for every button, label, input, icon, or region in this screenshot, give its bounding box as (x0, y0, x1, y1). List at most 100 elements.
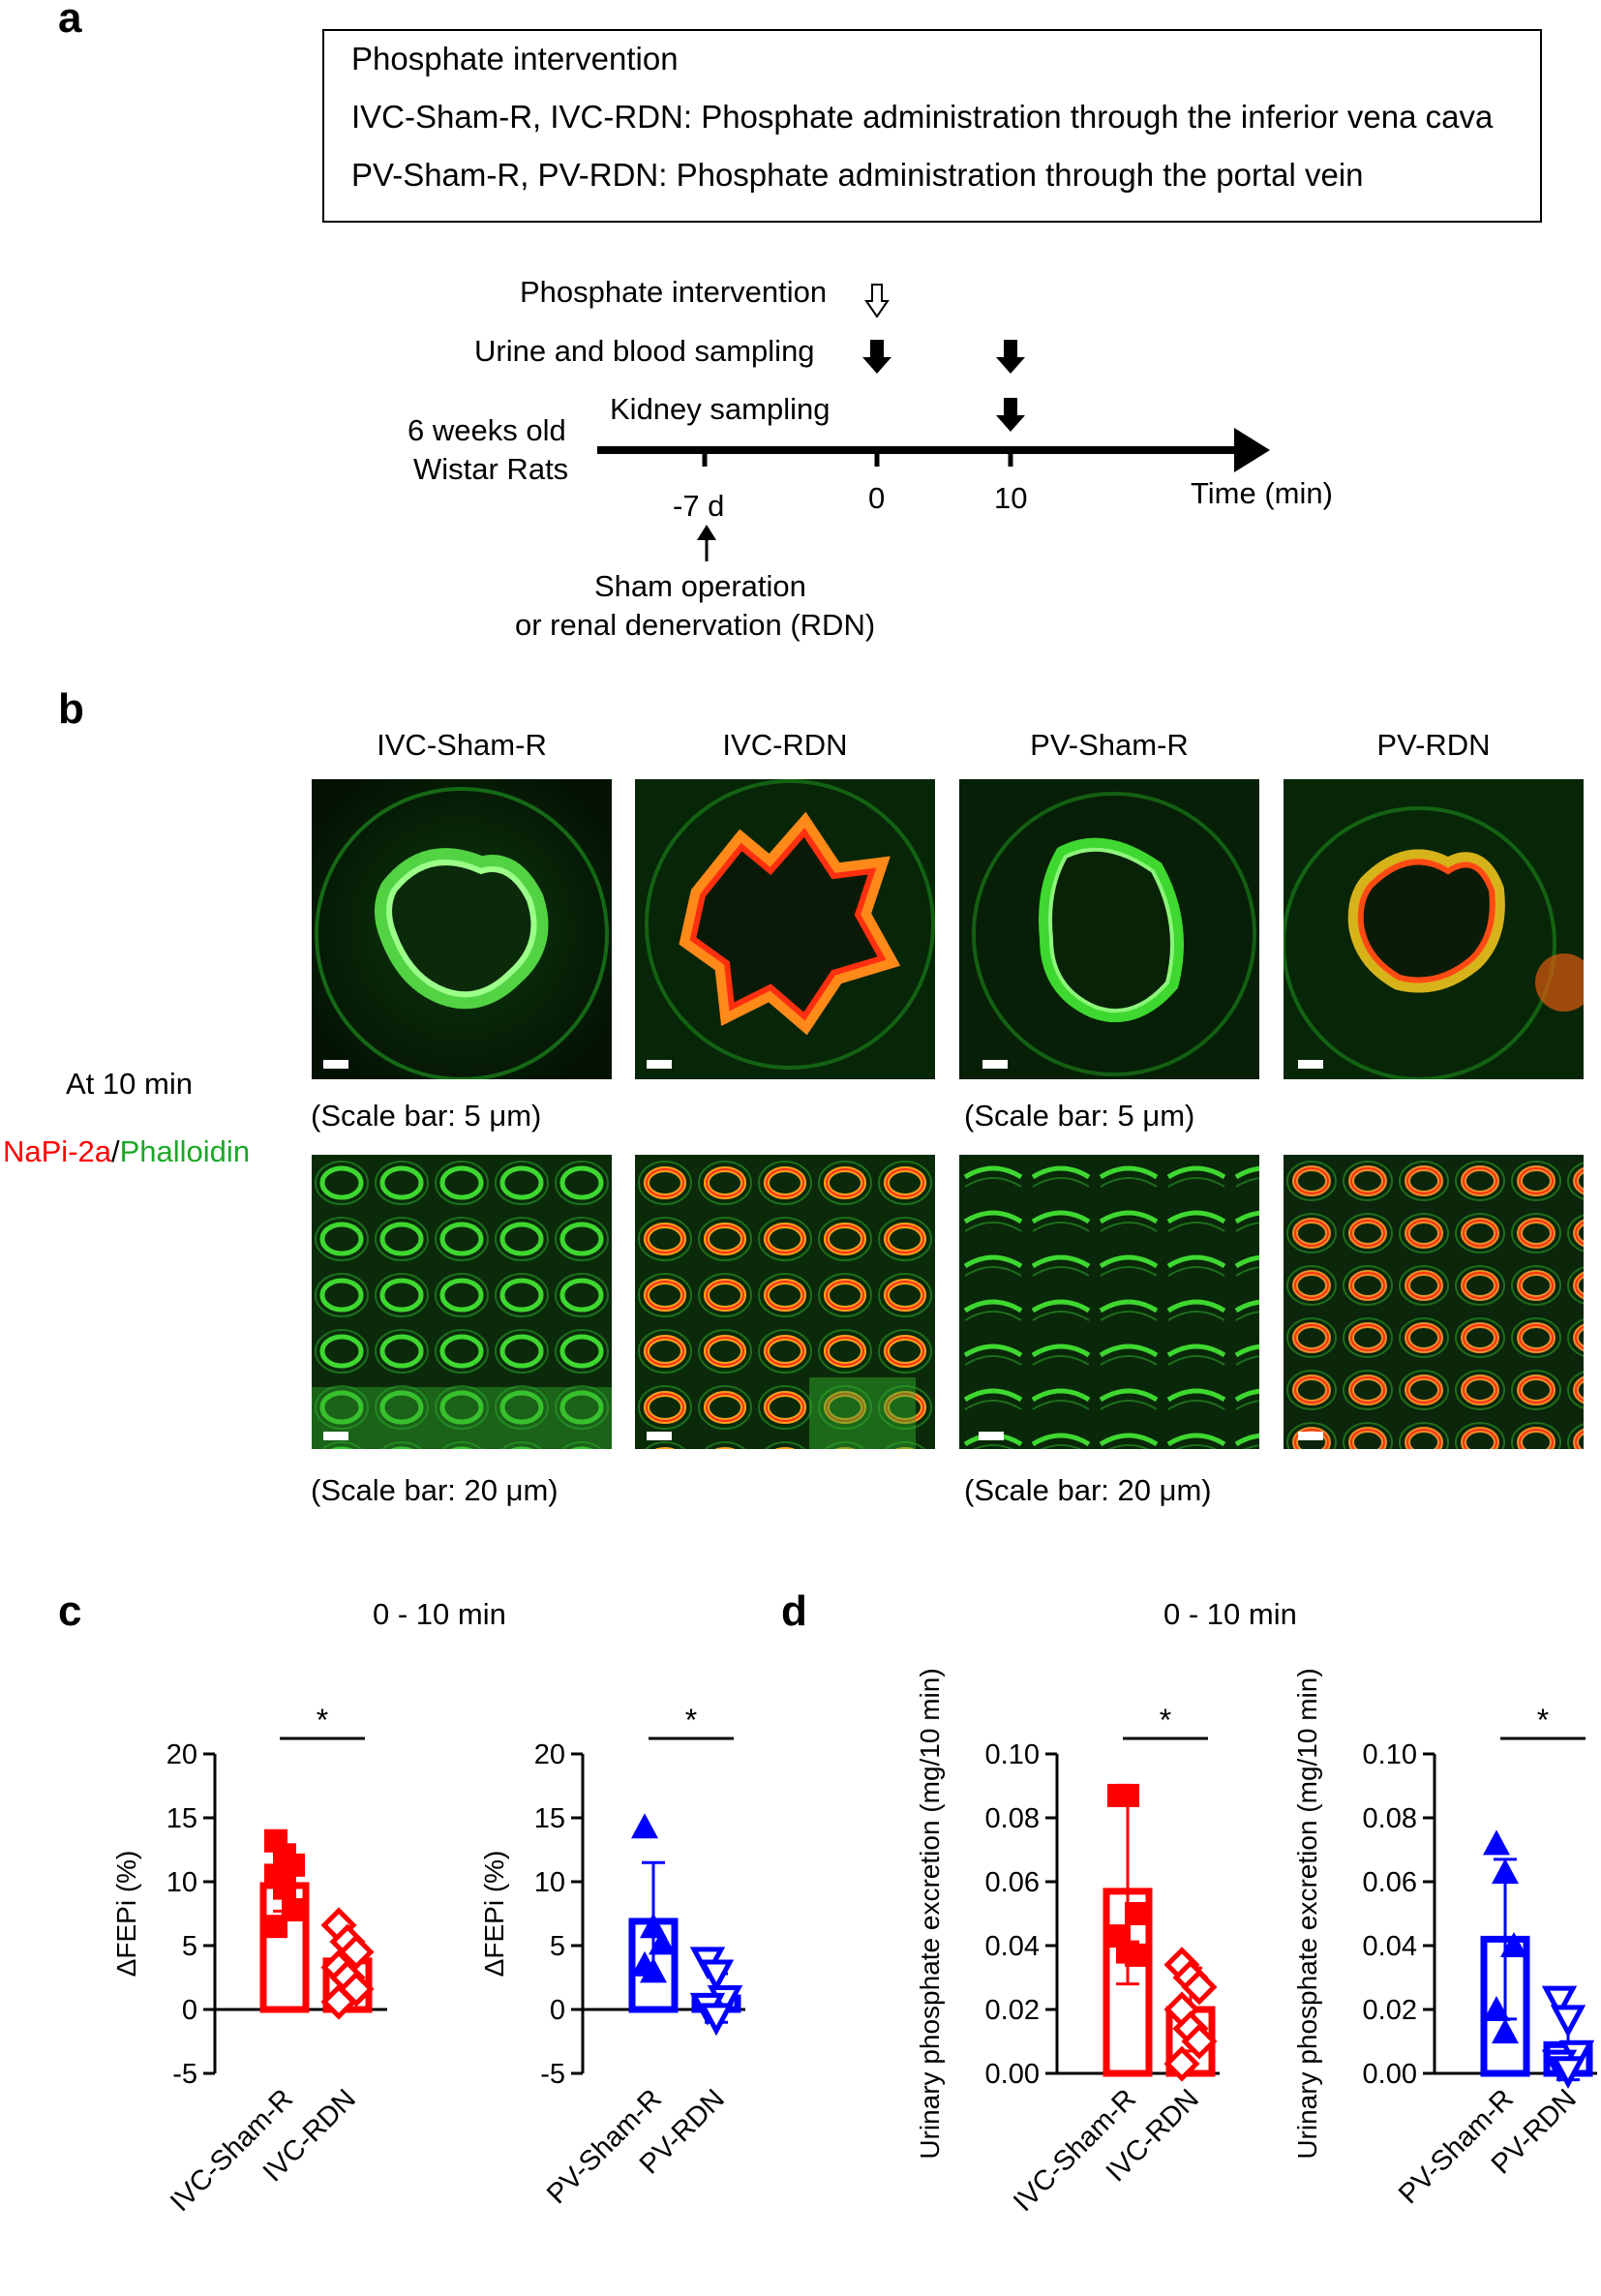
panel-label-d: d (781, 1587, 807, 1635)
y-axis-label: ΔFEPi (%) (111, 1851, 141, 1978)
scale-caption-large-left: (Scale bar: 20 μm) (311, 1473, 559, 1507)
tick-label-10: 10 (994, 481, 1028, 515)
column-header-pv-sham: PV-Sham-R (1030, 728, 1189, 762)
scale-bar (323, 1060, 348, 1069)
data-point (320, 1983, 357, 2020)
up-arrow-icon (697, 525, 716, 561)
data-point (1550, 2005, 1586, 2039)
chart-d-pv: 0.10 0.08 0.06 0.04 0.02 0.00 Urinary phosphat… (1292, 1668, 1597, 2210)
scale-bar (1298, 1432, 1323, 1440)
y-tick-label: 20 (166, 1739, 197, 1770)
micrograph-pv-sham-high-mag (959, 779, 1259, 1079)
time-axis-arrowhead-icon (1234, 428, 1270, 472)
column-header-ivc-sham: IVC-Sham-R (377, 728, 547, 762)
y-tick-label: 0.04 (985, 1931, 1040, 1962)
y-tick-label: 20 (534, 1739, 565, 1770)
y-tick-label: 0.10 (985, 1739, 1040, 1770)
y-axis-label: Urinary phosphate excretion (mg/10 min) (1292, 1668, 1322, 2159)
data-point (1541, 1985, 1578, 2019)
y-tick-label: 0.00 (1363, 2059, 1417, 2090)
micrograph-ivc-sham-low-mag (312, 1155, 612, 1449)
y-tick-label: 0.04 (1363, 1931, 1417, 1962)
y-tick-label: 5 (182, 1931, 197, 1962)
y-tick-label: -5 (172, 2059, 197, 2090)
y-tick-label: 0.08 (1363, 1803, 1417, 1834)
scale-bar (1298, 1060, 1323, 1069)
y-tick-label: 10 (534, 1867, 565, 1898)
stain-red-label: NaPi-2a (3, 1134, 111, 1168)
y-axis-label: ΔFEPi (%) (479, 1851, 509, 1978)
data-point (698, 1959, 735, 1993)
data-point (640, 1957, 667, 1983)
y-tick-label: 0.08 (985, 1803, 1040, 1834)
significance-star: * (317, 1703, 328, 1737)
significance-star: * (685, 1703, 697, 1737)
scale-bar (647, 1432, 672, 1440)
y-tick-label: 15 (534, 1803, 565, 1834)
y-tick-label: 0.00 (985, 2059, 1040, 2090)
stain-separator: / (111, 1134, 120, 1168)
panel-d-time-header: 0 - 10 min (1163, 1597, 1297, 1631)
data-point (1163, 2045, 1200, 2082)
scale-bar (979, 1432, 1004, 1440)
time-point-label: At 10 min (66, 1067, 193, 1101)
solid-down-arrow-icon (996, 340, 1025, 374)
y-tick-label: 5 (550, 1931, 565, 1962)
micrograph-ivc-sham-high-mag (312, 779, 612, 1079)
micrograph-pv-rdn-high-mag (1284, 779, 1584, 1079)
kidney-sampling-label: Kidney sampling (610, 392, 831, 426)
urine-blood-sampling-label: Urine and blood sampling (474, 334, 815, 368)
data-point (1483, 1996, 1510, 2021)
data-point (1125, 1943, 1148, 1967)
panel-label-a: a (58, 0, 82, 42)
micrograph-ivc-rdn-low-mag (635, 1155, 935, 1449)
data-point (338, 1934, 375, 1971)
data-point (698, 2003, 735, 2037)
tick-label-minus7: -7 d (673, 489, 725, 523)
tick-label-0: 0 (868, 481, 886, 515)
data-point (273, 1876, 296, 1900)
y-tick-label: 0.06 (985, 1867, 1040, 1898)
sham-label-line2: or renal denervation (RDN) (515, 608, 876, 642)
scale-caption-small-right: (Scale bar: 5 μm) (964, 1099, 1195, 1133)
data-point (1492, 1858, 1519, 1885)
solid-down-arrow-icon (862, 340, 891, 374)
data-point (1181, 1969, 1218, 2006)
stain-legend: NaPi-2a/Phalloidin (3, 1134, 250, 1169)
data-point (1492, 2018, 1519, 2044)
micrograph-ivc-rdn-high-mag (635, 779, 935, 1079)
solid-down-arrow-icon (996, 398, 1025, 432)
y-tick-label: -5 (540, 2059, 565, 2090)
y-tick-label: 0.10 (1363, 1739, 1417, 1770)
y-tick-label: 0.02 (985, 1995, 1040, 2026)
micrograph-pv-sham-low-mag (959, 1155, 1259, 1449)
time-axis-label: Time (min) (1191, 476, 1333, 510)
micrograph-pv-rdn-low-mag (1284, 1155, 1584, 1449)
scale-bar (323, 1432, 348, 1440)
chart-d-ivc: 0.10 0.08 0.06 0.04 0.02 0.00 Urinary phosphat… (915, 1668, 1220, 2218)
rats-label-line2: Wistar Rats (413, 452, 569, 486)
data-point (1500, 1932, 1527, 1957)
phosphate-intervention-label: Phosphate intervention (520, 275, 828, 309)
significance-star: * (1537, 1703, 1549, 1737)
y-tick-label: 10 (166, 1867, 197, 1898)
column-header-pv-rdn: PV-RDN (1376, 728, 1491, 762)
y-tick-label: 0.02 (1363, 1995, 1417, 2026)
significance-star: * (1160, 1703, 1171, 1737)
scale-caption-small-left: (Scale bar: 5 μm) (311, 1099, 542, 1133)
protocol-box: Phosphate intervention IVC-Sham-R, IVC-R… (322, 29, 1542, 223)
data-point (1483, 1829, 1510, 1856)
y-axis-label: Urinary phosphate excretion (mg/10 min) (915, 1668, 945, 2159)
protocol-ivc-line: IVC-Sham-R, IVC-RDN: Phosphate administr… (351, 99, 1494, 135)
scale-bar (647, 1060, 672, 1069)
data-point (1116, 1783, 1139, 1807)
data-point (264, 1915, 287, 1939)
sham-label-line1: Sham operation (594, 569, 806, 603)
data-point (649, 1929, 676, 1955)
protocol-pv-line: PV-Sham-R, PV-RDN: Phosphate administrat… (351, 157, 1364, 193)
y-tick-label: 15 (166, 1803, 197, 1834)
hollow-down-arrow-icon (864, 284, 890, 318)
panel-label-b: b (58, 685, 84, 733)
